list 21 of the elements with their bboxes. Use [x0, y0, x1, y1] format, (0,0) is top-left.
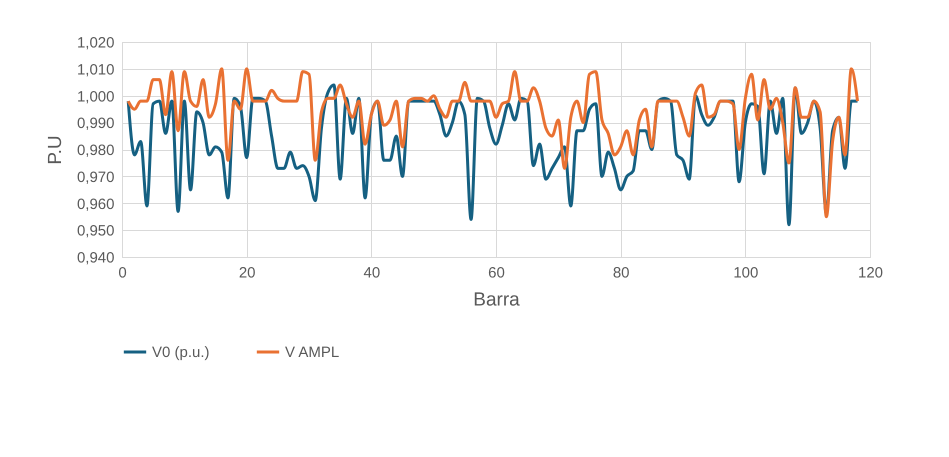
x-tick-label: 100: [733, 264, 758, 282]
x-tick-label: 0: [118, 264, 127, 282]
legend-label: V0 (p.u.): [152, 344, 210, 361]
x-tick-label: 60: [488, 264, 505, 282]
x-tick-label: 80: [612, 264, 630, 282]
y-tick-label: 1,000: [76, 88, 114, 106]
x-tick-label: 40: [363, 264, 380, 282]
y-axis-title: P.U: [44, 135, 66, 165]
x-tick-label: 120: [858, 264, 884, 282]
legend-label: V AMPL: [285, 344, 340, 361]
y-tick-label: 0,950: [76, 222, 114, 240]
y-tick-label: 1,020: [76, 34, 114, 52]
x-tick-label: 20: [238, 264, 256, 282]
y-tick-label: 1,010: [76, 61, 114, 78]
y-tick-label: 0,980: [76, 142, 114, 159]
y-tick-label: 0,970: [76, 168, 114, 186]
line-series: [126, 67, 860, 218]
x-axis-title: Barra: [473, 290, 520, 310]
y-tick-label: 0,940: [76, 250, 114, 266]
y-tick-label: 0,960: [76, 196, 114, 213]
y-tick-label: 0,990: [76, 115, 114, 132]
